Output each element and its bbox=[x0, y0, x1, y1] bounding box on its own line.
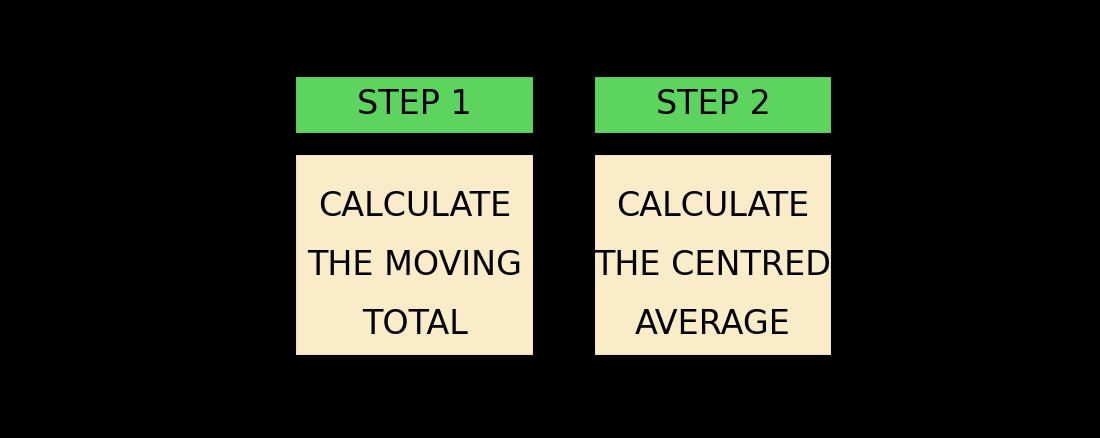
Bar bbox=[594, 76, 833, 134]
Bar bbox=[295, 76, 534, 134]
Bar bbox=[594, 154, 833, 356]
Text: STEP 2: STEP 2 bbox=[656, 88, 770, 121]
Bar bbox=[295, 154, 534, 356]
Text: CALCULATE
THE MOVING
TOTAL: CALCULATE THE MOVING TOTAL bbox=[307, 190, 522, 340]
Text: CALCULATE
THE CENTRED
AVERAGE: CALCULATE THE CENTRED AVERAGE bbox=[594, 190, 832, 340]
Text: STEP 1: STEP 1 bbox=[358, 88, 472, 121]
